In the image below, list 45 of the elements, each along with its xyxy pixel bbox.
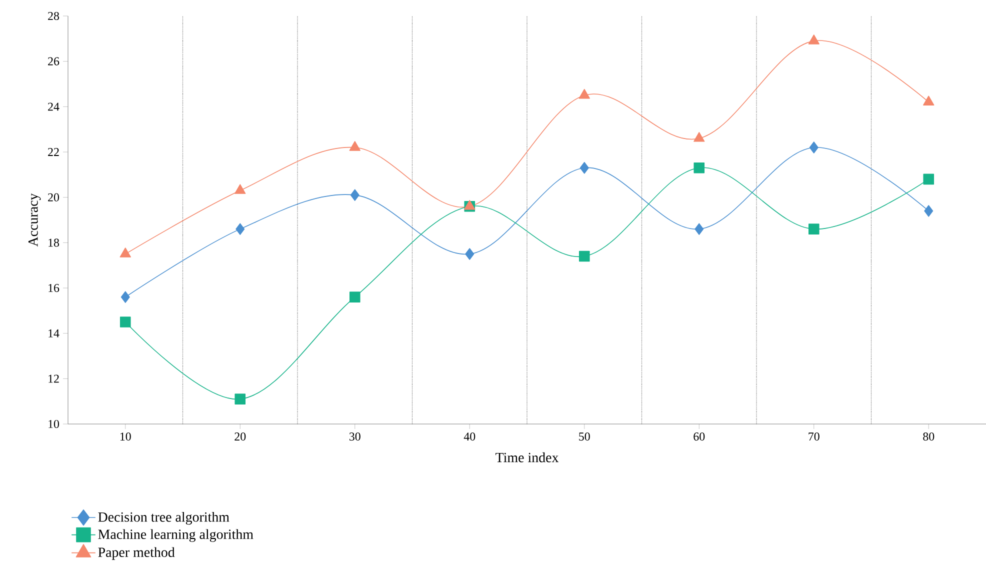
legend-label: Paper method	[98, 547, 175, 560]
y-tick-label: 16	[48, 284, 60, 292]
point	[465, 248, 474, 260]
y-tick-label: 24	[48, 102, 60, 111]
point	[808, 34, 820, 44]
y-axis-title: Accuracy	[28, 193, 41, 247]
point	[923, 174, 934, 185]
y-tick-label: 22	[48, 148, 59, 156]
legend-label: Machine learning algorithm	[98, 529, 254, 542]
point	[350, 189, 360, 201]
x-tick-label: 40	[464, 432, 476, 441]
point	[578, 88, 590, 99]
x-tick-label: 10	[120, 432, 131, 441]
point	[349, 292, 360, 302]
point	[694, 162, 705, 174]
y-tick-label: 12	[48, 374, 59, 383]
y-tick-label: 28	[48, 12, 60, 20]
point	[120, 291, 130, 303]
point	[923, 96, 934, 106]
point	[120, 248, 131, 258]
point	[694, 132, 705, 142]
y-tick-label: 18	[48, 238, 60, 247]
point	[808, 224, 820, 234]
x-tick-label: 20	[234, 432, 246, 441]
point	[236, 223, 245, 235]
legend-label: Decision tree algorithm	[98, 512, 230, 525]
point	[349, 141, 360, 151]
point	[120, 316, 131, 328]
x-tick-label: 30	[349, 432, 360, 441]
x-tick-label: 60	[694, 432, 705, 441]
point	[580, 162, 589, 174]
y-tick-label: 14	[48, 329, 60, 338]
x-axis-title: Time index	[496, 452, 559, 462]
y-tick-label: 10	[48, 420, 60, 428]
point	[809, 142, 818, 154]
point	[694, 223, 704, 235]
y-tick-label: 20	[48, 193, 60, 202]
y-tick-label: 26	[48, 57, 60, 66]
point	[578, 250, 590, 262]
point	[924, 205, 934, 217]
point	[234, 394, 246, 404]
x-tick-label: 50	[579, 432, 590, 441]
point	[234, 184, 246, 194]
x-tick-label: 80	[923, 432, 934, 441]
x-tick-label: 70	[808, 432, 820, 441]
